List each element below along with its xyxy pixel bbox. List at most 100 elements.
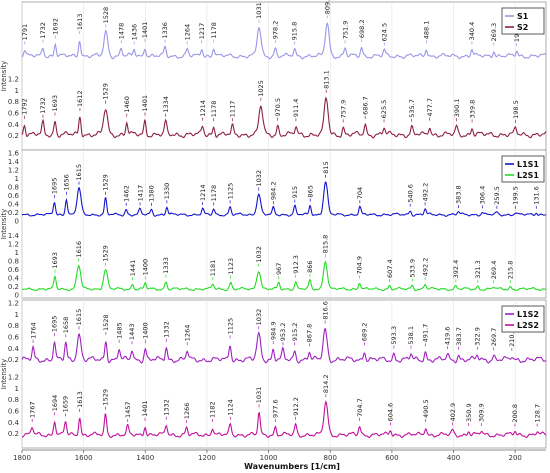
x-tick-label: 1800 — [13, 454, 31, 462]
peak-label: 540.6 — [406, 184, 414, 203]
peak-label: 1529 — [102, 83, 110, 100]
y-axis-label: Intensity — [0, 359, 8, 389]
peak-label: 1032 — [255, 309, 263, 326]
peak-label: 1612 — [76, 90, 84, 107]
x-tick-label: 400 — [447, 454, 460, 462]
y-tick-label: 0.4 — [8, 419, 20, 427]
x-tick-label: 1200 — [198, 454, 216, 462]
legend-label: S1 — [517, 12, 529, 21]
peak-label: 813.1 — [322, 70, 330, 89]
peak-label: 1031 — [255, 2, 263, 19]
peak-label: 200.8 — [511, 404, 519, 423]
peak-label: 1615 — [75, 309, 83, 326]
y-tick-label: 0.6 — [8, 408, 20, 416]
peak-label: 1792 — [21, 98, 29, 115]
peak-label: 259.5 — [493, 186, 501, 205]
y-tick-label: 1.2 — [8, 300, 19, 308]
peak-label: 1117 — [229, 101, 237, 118]
y-tick-label: 0.6 — [8, 334, 20, 342]
peak-label: 704.7 — [356, 398, 364, 417]
peak-label: 911.4 — [292, 99, 300, 118]
peak-label: 1214 — [199, 184, 207, 201]
peak-label: 1615 — [75, 164, 83, 181]
peak-label: 1694 — [51, 395, 59, 412]
peak-label: 392.4 — [452, 260, 460, 279]
y-tick-label: 0.2 — [8, 430, 19, 438]
peak-label: 1613 — [76, 391, 84, 408]
series-line-s1 — [21, 22, 547, 60]
y-tick-label: 0.4 — [8, 275, 20, 283]
peak-label: 1266 — [183, 403, 191, 420]
peak-label: 984.2 — [270, 182, 278, 201]
panel-frame — [21, 149, 547, 299]
peak-label: 1616 — [75, 241, 83, 258]
peak-label: 1032 — [255, 170, 263, 187]
peak-label: 1462 — [122, 185, 130, 202]
peak-label: 1178 — [210, 22, 218, 39]
peak-label: 322.9 — [473, 327, 481, 346]
peak-label: 816.6 — [321, 301, 329, 320]
peak-label: 912.3 — [292, 255, 300, 274]
y-tick-label: 1 — [15, 311, 19, 319]
y-tick-label: 1 — [15, 249, 19, 257]
peak-label: 1528 — [102, 7, 110, 24]
series-line-l1s1 — [21, 181, 547, 217]
y-tick-label: 0.8 — [8, 258, 19, 266]
y-tick-label: 0.4 — [8, 345, 20, 353]
peak-label: 967 — [275, 263, 283, 275]
peak-label: 698.2 — [358, 19, 366, 38]
peak-label: 1460 — [123, 96, 131, 113]
peak-label: 1764 — [29, 322, 37, 339]
peak-label: 210.8 — [508, 328, 516, 347]
peak-label: 1529 — [102, 389, 110, 406]
peak-label: 306.4 — [479, 186, 487, 205]
peak-label: 815 — [322, 161, 330, 173]
peak-label: 1264 — [183, 325, 191, 342]
series-line-l2s2 — [21, 400, 547, 439]
peak-label: 1264 — [183, 24, 191, 41]
peak-label: 689.2 — [361, 323, 369, 342]
peak-label: 1178 — [210, 185, 218, 202]
peak-label: 1417 — [136, 185, 144, 202]
series-line-s2 — [21, 96, 547, 139]
peak-label: 1401 — [141, 95, 149, 112]
peak-label: 1529 — [102, 174, 110, 191]
peak-label: 1181 — [209, 260, 217, 277]
y-tick-label: 0.4 — [8, 201, 20, 209]
peak-label: 1528 — [102, 314, 110, 331]
y-tick-label: 0.8 — [8, 322, 19, 330]
y-tick-label: 1.2 — [8, 241, 19, 249]
peak-label: 1336 — [161, 22, 169, 39]
peak-label: 1332 — [162, 399, 170, 416]
y-tick-label: 1 — [15, 87, 19, 95]
peak-label: 1457 — [124, 401, 132, 418]
peak-label: 1333 — [162, 257, 170, 274]
peak-label: 809.9 — [323, 0, 331, 14]
peak-label: 1124 — [227, 399, 235, 416]
y-tick-label: 0.2 — [8, 283, 19, 291]
peak-label: 915 — [291, 186, 299, 198]
y-tick-label: 1.6 — [8, 150, 20, 158]
peak-label: 1401 — [141, 400, 149, 417]
peak-label: 538.1 — [407, 326, 415, 345]
peak-label: 1182 — [209, 401, 217, 418]
peak-label: 491.7 — [421, 324, 429, 343]
y-tick-label: 0.4 — [8, 121, 20, 129]
peak-label: 269.7 — [490, 328, 498, 347]
y-tick-label: 0.2 — [8, 132, 19, 140]
series-line-l2s1 — [21, 260, 547, 292]
y-tick-label: 1.2 — [8, 374, 19, 382]
peak-label: 492.2 — [421, 183, 429, 202]
peak-label: 1214 — [199, 100, 207, 117]
peak-label: 490.5 — [422, 399, 430, 418]
peak-label: 492.2 — [421, 258, 429, 277]
peak-label: 128.7 — [533, 404, 541, 423]
peak-label: 1656 — [63, 174, 71, 191]
peak-label: 1791 — [21, 24, 29, 41]
peak-label: 865 — [306, 185, 314, 197]
peak-label: 339.8 — [468, 100, 476, 119]
peak-label: 1529 — [102, 245, 110, 262]
legend: L1S1 L2S1 — [501, 155, 545, 183]
peak-label: 1400 — [141, 259, 149, 276]
